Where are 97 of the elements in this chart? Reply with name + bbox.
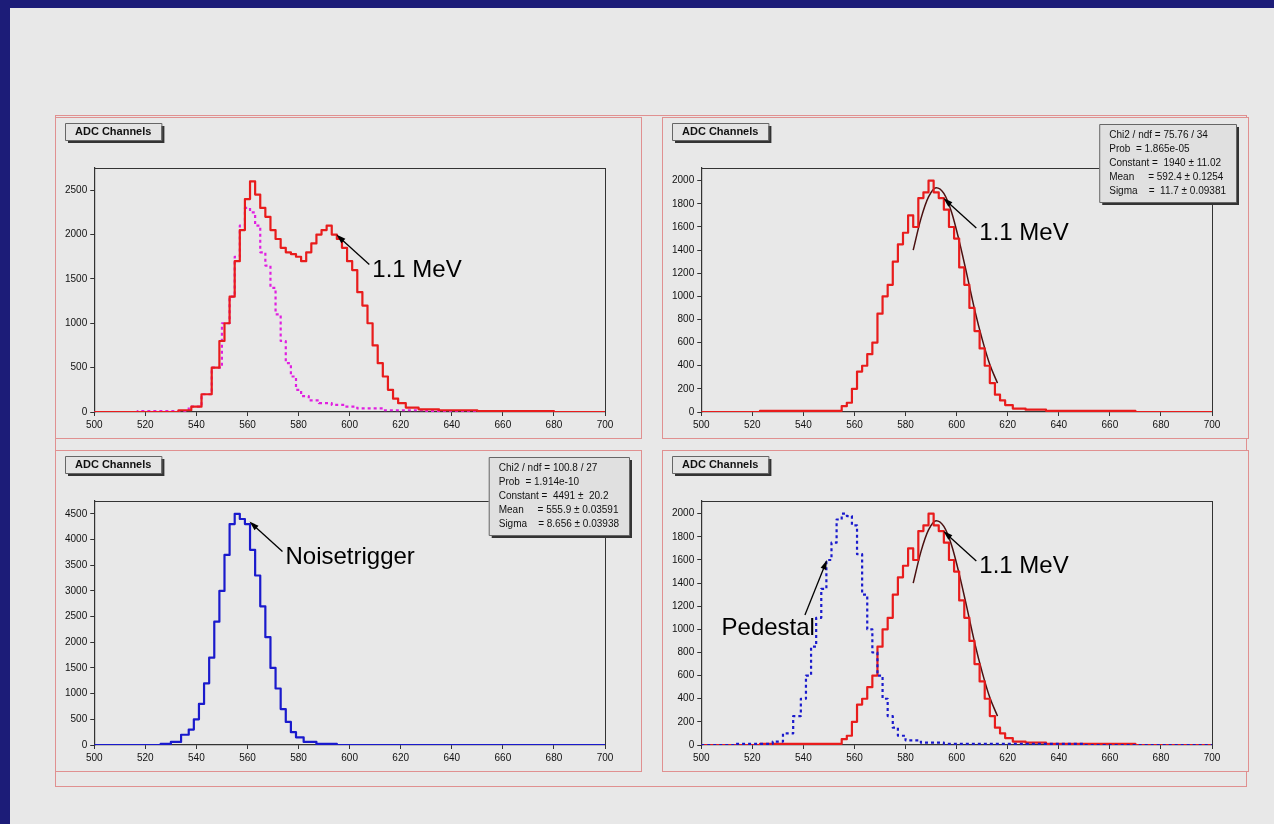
annotation: Pedestal xyxy=(721,612,815,640)
x-tick-label: 700 xyxy=(1203,418,1221,430)
y-tick-label: 3000 xyxy=(65,584,88,596)
y-tick-label: 2500 xyxy=(65,183,88,195)
x-tick-label: 660 xyxy=(1101,418,1119,430)
y-tick-label: 800 xyxy=(677,313,695,325)
y-tick-label: 1500 xyxy=(65,661,88,673)
y-tick-label: 1800 xyxy=(672,197,695,209)
x-tick-label: 560 xyxy=(846,751,864,763)
chart-title: ADC Channels xyxy=(682,125,759,138)
y-tick-label: 1200 xyxy=(672,599,695,611)
x-tick-label: 580 xyxy=(897,751,915,763)
x-tick-label: 620 xyxy=(392,418,410,430)
x-tick-label: 640 xyxy=(1050,418,1068,430)
y-tick-label: 4000 xyxy=(65,533,88,545)
y-tick-label: 1600 xyxy=(672,220,695,232)
x-tick-label: 520 xyxy=(136,418,155,430)
x-tick-label: 620 xyxy=(999,418,1017,430)
chart-title: ADC Channels xyxy=(682,458,759,471)
x-tick-label: 540 xyxy=(795,418,813,430)
y-tick-label: 1000 xyxy=(672,623,695,635)
y-tick-label: 500 xyxy=(70,361,88,373)
y-tick-label: 1200 xyxy=(672,266,695,278)
annotation: Mean = 555.9 ± 0.03591 xyxy=(498,503,619,515)
chart-title: ADC Channels xyxy=(75,458,152,471)
y-tick-label: 2000 xyxy=(672,174,695,186)
y-tick-label: 1000 xyxy=(65,317,88,329)
x-tick-label: 700 xyxy=(596,751,614,763)
x-tick-label: 600 xyxy=(341,418,359,430)
x-tick-label: 640 xyxy=(1050,751,1068,763)
x-tick-label: 640 xyxy=(443,418,461,430)
y-tick-label: 200 xyxy=(677,715,695,727)
annotation: Mean = 592.4 ± 0.1254 xyxy=(1109,170,1224,182)
y-tick-label: 4500 xyxy=(65,507,88,519)
x-tick-label: 600 xyxy=(948,751,966,763)
x-tick-label: 660 xyxy=(1101,751,1119,763)
x-tick-label: 680 xyxy=(1152,418,1170,430)
text: Prob = 1.865e-05 xyxy=(1109,142,1191,154)
y-tick-label: 600 xyxy=(677,669,695,681)
annotation: 1.1 MeV xyxy=(979,218,1069,246)
x-tick-label: 580 xyxy=(897,418,915,430)
text: Chi2 / ndf = 100.8 / 27 xyxy=(498,461,598,473)
annotation: 1.1 MeV xyxy=(372,254,462,282)
y-tick-label: 3500 xyxy=(65,558,88,570)
x-tick-label: 600 xyxy=(948,418,966,430)
y-tick-label: 1600 xyxy=(672,553,695,565)
annotation: Noisetrigger xyxy=(285,541,415,569)
annotation: Sigma = 11.7 ± 0.09381 xyxy=(1109,184,1227,196)
x-tick-label: 700 xyxy=(596,418,614,430)
y-tick-label: 500 xyxy=(70,713,88,725)
y-tick-label: 2000 xyxy=(65,228,88,240)
x-tick-label: 680 xyxy=(545,751,563,763)
x-tick-label: 560 xyxy=(846,418,864,430)
y-tick-label: 0 xyxy=(81,738,88,750)
x-tick-label: 700 xyxy=(1203,751,1221,763)
x-tick-label: 680 xyxy=(1152,751,1170,763)
y-tick-label: 1400 xyxy=(672,243,695,255)
x-tick-label: 660 xyxy=(494,418,512,430)
y-tick-label: 1500 xyxy=(65,272,88,284)
y-tick-label: 0 xyxy=(688,738,695,750)
annotation: 1.1 MeV xyxy=(979,551,1069,579)
y-tick-label: 400 xyxy=(677,359,695,371)
text: Chi2 / ndf = 75.76 / 34 xyxy=(1109,128,1209,140)
y-tick-label: 1000 xyxy=(65,687,88,699)
y-tick-label: 400 xyxy=(677,692,695,704)
y-tick-label: 2000 xyxy=(672,507,695,519)
x-tick-label: 580 xyxy=(290,418,308,430)
text: Constant = 1940 ± 11.02 xyxy=(1109,156,1222,168)
x-tick-label: 660 xyxy=(494,751,512,763)
text: Prob = 1.914e-10 xyxy=(498,475,580,487)
annotation: Sigma = 8.656 ± 0.03938 xyxy=(498,517,620,529)
y-tick-label: 1800 xyxy=(672,530,695,542)
y-tick-label: 2000 xyxy=(65,636,88,648)
x-tick-label: 620 xyxy=(999,751,1017,763)
x-tick-label: 600 xyxy=(341,751,359,763)
y-tick-label: 200 xyxy=(677,382,695,394)
x-tick-label: 540 xyxy=(188,418,206,430)
x-tick-label: 520 xyxy=(743,751,762,763)
x-tick-label: 560 xyxy=(239,751,257,763)
x-tick-label: 520 xyxy=(136,751,155,763)
x-tick-label: 580 xyxy=(290,751,308,763)
y-tick-label: 1000 xyxy=(672,290,695,302)
text: Constant = 4491 ± 20.2 xyxy=(498,489,609,501)
y-tick-label: 0 xyxy=(81,405,88,417)
y-tick-label: 2500 xyxy=(65,610,88,622)
y-tick-label: 600 xyxy=(677,336,695,348)
y-tick-label: 0 xyxy=(688,405,695,417)
x-tick-label: 520 xyxy=(743,418,762,430)
y-tick-label: 1400 xyxy=(672,576,695,588)
x-tick-label: 540 xyxy=(795,751,813,763)
x-tick-label: 680 xyxy=(545,418,563,430)
x-tick-label: 620 xyxy=(392,751,410,763)
y-tick-label: 800 xyxy=(677,646,695,658)
chart-title: ADC Channels xyxy=(75,125,152,138)
x-tick-label: 540 xyxy=(188,751,206,763)
x-tick-label: 560 xyxy=(239,418,257,430)
x-tick-label: 640 xyxy=(443,751,461,763)
